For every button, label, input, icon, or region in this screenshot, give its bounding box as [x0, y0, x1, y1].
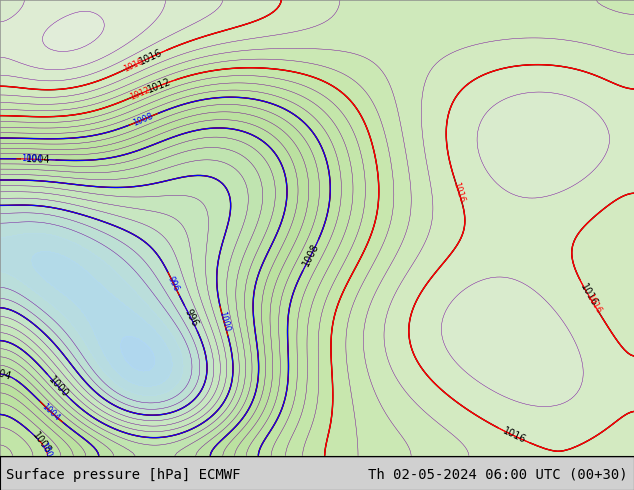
- Text: 1004: 1004: [26, 154, 51, 165]
- Text: 1008: 1008: [30, 430, 53, 456]
- Text: 1008: 1008: [132, 111, 155, 127]
- Text: 1012: 1012: [129, 86, 152, 102]
- Text: Th 02-05-2024 06:00 UTC (00+30): Th 02-05-2024 06:00 UTC (00+30): [368, 467, 628, 482]
- Text: 1004: 1004: [0, 366, 13, 382]
- Text: 1000: 1000: [47, 374, 71, 399]
- Text: 1016: 1016: [501, 426, 527, 445]
- Text: 996: 996: [183, 308, 200, 329]
- Text: 1008: 1008: [301, 242, 321, 268]
- Text: 1004: 1004: [21, 154, 42, 164]
- Text: Surface pressure [hPa] ECMWF: Surface pressure [hPa] ECMWF: [6, 467, 241, 482]
- Text: 996: 996: [166, 274, 181, 293]
- Text: 1012: 1012: [146, 77, 172, 95]
- Text: 1004: 1004: [40, 401, 61, 422]
- Text: 1016: 1016: [451, 180, 466, 203]
- Text: 1016: 1016: [138, 48, 164, 67]
- Text: 1000: 1000: [217, 310, 231, 332]
- Text: 1016: 1016: [585, 293, 603, 315]
- Text: 1016: 1016: [578, 282, 599, 308]
- Text: 1016: 1016: [122, 57, 145, 74]
- Text: 1008: 1008: [39, 441, 56, 465]
